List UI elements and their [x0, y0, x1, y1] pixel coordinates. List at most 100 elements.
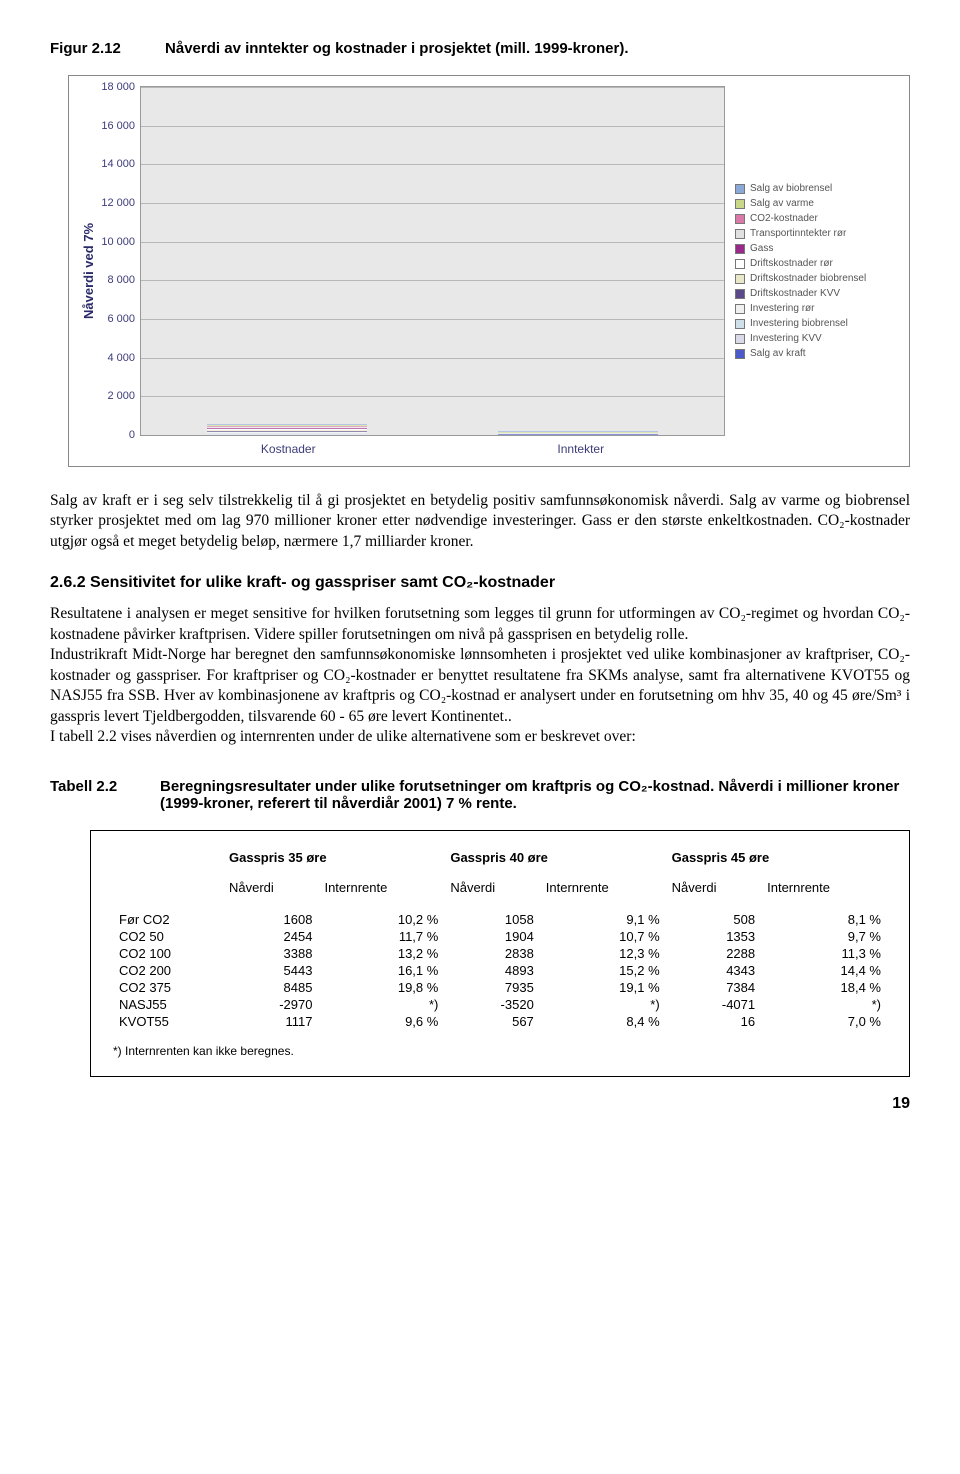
legend-label: Driftskostnader biobrensel — [750, 273, 866, 284]
table-row-label: Før CO2 — [113, 911, 223, 928]
table-cell: 11,3 % — [761, 945, 887, 962]
table-cell: -4071 — [666, 996, 761, 1013]
table-cell: 13,2 % — [318, 945, 444, 962]
chart-ytick: 18 000 — [101, 81, 135, 93]
table-row-label: NASJ55 — [113, 996, 223, 1013]
table-cell: 12,3 % — [540, 945, 666, 962]
chart-bar-inntekter — [498, 431, 658, 435]
chart-bar-kostnader — [207, 424, 367, 435]
figure-caption: Figur 2.12 Nåverdi av inntekter og kostn… — [50, 40, 910, 57]
table-cell: 567 — [444, 1013, 539, 1030]
table-cell: 7935 — [444, 979, 539, 996]
table-cell: *) — [318, 996, 444, 1013]
legend-item: Gass — [735, 243, 895, 254]
legend-item: Investering biobrensel — [735, 318, 895, 329]
chart-ytick: 2 000 — [107, 390, 135, 402]
chart-legend: Salg av biobrensel Salg av varme CO2-kostn… — [725, 86, 895, 456]
table-group-header: Gasspris 40 øre — [444, 849, 665, 869]
table-cell: 9,1 % — [540, 911, 666, 928]
legend-swatch — [735, 259, 745, 269]
legend-swatch — [735, 289, 745, 299]
table-row-label: CO2 375 — [113, 979, 223, 996]
chart-segment — [498, 434, 658, 435]
table-cell: -3520 — [444, 996, 539, 1013]
chart-ytick: 14 000 — [101, 158, 135, 170]
table-cell: 2454 — [223, 928, 318, 945]
table-row: Før CO2160810,2 %10589,1 %5088,1 % — [113, 911, 887, 928]
body-paragraph-2: Resultatene i analysen er meget sensitiv… — [50, 604, 910, 747]
chart-y-axis-label: Nåverdi ved 7% — [77, 86, 100, 456]
chart-ytick: 0 — [129, 429, 135, 441]
table-cell: 16,1 % — [318, 962, 444, 979]
table-caption: Tabell 2.2 Beregningsresultater under ul… — [50, 778, 910, 812]
table-footnote: *) Internrenten kan ikke beregnes. — [113, 1044, 887, 1058]
legend-item: Salg av biobrensel — [735, 183, 895, 194]
legend-label: Gass — [750, 243, 773, 254]
table-cell: 7384 — [666, 979, 761, 996]
table-cell: 10,2 % — [318, 911, 444, 928]
table-cell: 7,0 % — [761, 1013, 887, 1030]
body-paragraph-1: Salg av kraft er i seg selv tilstrekkeli… — [50, 491, 910, 552]
legend-item: Driftskostnader KVV — [735, 288, 895, 299]
legend-swatch — [735, 334, 745, 344]
table-cell: 4343 — [666, 962, 761, 979]
chart-ytick: 16 000 — [101, 120, 135, 132]
table-subheader-row: NåverdiInternrenteNåverdiInternrenteNåve… — [113, 879, 887, 901]
table-cell: 1353 — [666, 928, 761, 945]
section-heading: 2.6.2 Sensitivitet for ulike kraft- og g… — [50, 574, 910, 592]
table-cell: 15,2 % — [540, 962, 666, 979]
results-table: Gasspris 35 øreGasspris 40 øreGasspris 4… — [90, 830, 910, 1077]
figure-title: Nåverdi av inntekter og kostnader i pros… — [165, 40, 628, 57]
table-row-label: CO2 50 — [113, 928, 223, 945]
legend-swatch — [735, 349, 745, 359]
legend-label: Driftskostnader KVV — [750, 288, 840, 299]
table-cell: 1904 — [444, 928, 539, 945]
table-cell: 19,8 % — [318, 979, 444, 996]
legend-label: Investering rør — [750, 303, 814, 314]
legend-swatch — [735, 304, 745, 314]
chart-xtick: Kostnader — [261, 442, 316, 456]
table-label: Tabell 2.2 — [50, 778, 160, 812]
table-column-header: Nåverdi — [666, 879, 761, 901]
table-cell: *) — [540, 996, 666, 1013]
table-cell: 16 — [666, 1013, 761, 1030]
legend-label: CO2-kostnader — [750, 213, 818, 224]
table-cell: 3388 — [223, 945, 318, 962]
table-cell: 2838 — [444, 945, 539, 962]
table-row: CO2 200544316,1 %489315,2 %434314,4 % — [113, 962, 887, 979]
legend-swatch — [735, 199, 745, 209]
table-cell: 8,4 % — [540, 1013, 666, 1030]
page-number: 19 — [50, 1095, 910, 1113]
legend-label: Salg av varme — [750, 198, 814, 209]
table-row-label: CO2 100 — [113, 945, 223, 962]
legend-item: Driftskostnader biobrensel — [735, 273, 895, 284]
table-cell: 19,1 % — [540, 979, 666, 996]
table-cell: 1058 — [444, 911, 539, 928]
table-cell: 5443 — [223, 962, 318, 979]
table-header-row: Gasspris 35 øreGasspris 40 øreGasspris 4… — [113, 849, 887, 869]
legend-item: Driftskostnader rør — [735, 258, 895, 269]
chart-xtick: Inntekter — [557, 442, 604, 456]
table-column-header: Nåverdi — [444, 879, 539, 901]
table-cell: 508 — [666, 911, 761, 928]
chart-plot-area: 02 0004 0006 0008 00010 00012 00014 0001… — [140, 86, 725, 436]
table-group-header: Gasspris 45 øre — [666, 849, 887, 869]
table-row: KVOT5511179,6 %5678,4 %167,0 % — [113, 1013, 887, 1030]
legend-swatch — [735, 184, 745, 194]
table-cell: 8485 — [223, 979, 318, 996]
table-cell: 9,7 % — [761, 928, 887, 945]
table-row-label: KVOT55 — [113, 1013, 223, 1030]
legend-label: Investering biobrensel — [750, 318, 848, 329]
legend-label: Investering KVV — [750, 333, 822, 344]
table-row-label: CO2 200 — [113, 962, 223, 979]
legend-item: Investering KVV — [735, 333, 895, 344]
legend-item: Salg av kraft — [735, 348, 895, 359]
table-cell: 8,1 % — [761, 911, 887, 928]
table-title: Beregningsresultater under ulike forutse… — [160, 778, 910, 812]
table-cell: 14,4 % — [761, 962, 887, 979]
legend-item: Investering rør — [735, 303, 895, 314]
table-cell: 2288 — [666, 945, 761, 962]
legend-item: Transportinntekter rør — [735, 228, 895, 239]
legend-swatch — [735, 244, 745, 254]
legend-label: Salg av biobrensel — [750, 183, 832, 194]
